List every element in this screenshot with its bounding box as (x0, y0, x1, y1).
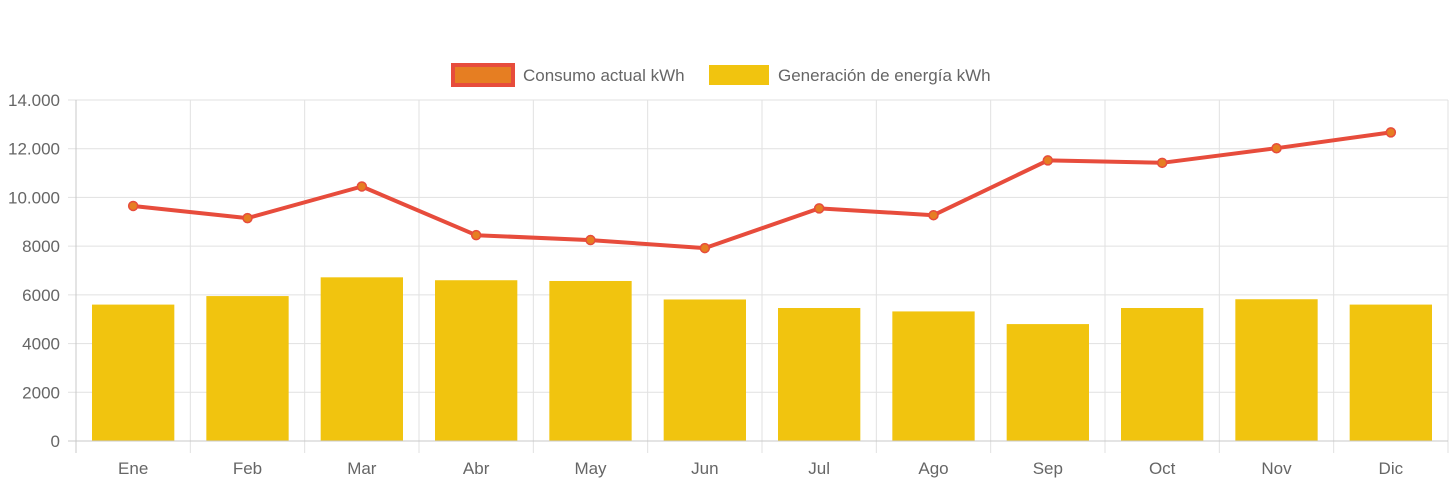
x-tick-label: Jul (808, 459, 830, 478)
x-tick-label: Dic (1379, 459, 1404, 478)
bar-generacion-oct[interactable] (1121, 308, 1204, 441)
legend-label-generacion: Generación de energía kWh (778, 66, 991, 85)
bar-generacion-may[interactable] (549, 280, 632, 441)
x-tick-label: Nov (1261, 459, 1292, 478)
bar-generacion-sep[interactable] (1006, 324, 1089, 441)
legend-item-generacion[interactable]: Generación de energía kWh (709, 65, 991, 85)
point-consumo-jun[interactable] (699, 242, 711, 254)
x-tick-label: Feb (233, 459, 262, 478)
point-consumo-may[interactable] (585, 234, 596, 246)
x-tick-label: Abr (463, 459, 490, 478)
legend-label-consumo: Consumo actual kWh (523, 66, 685, 85)
x-tick-label: Jun (691, 459, 718, 478)
y-tick-label: 12.000 (8, 140, 60, 159)
legend-swatch-generacion (709, 65, 769, 85)
legend-item-consumo[interactable]: Consumo actual kWh (451, 63, 685, 87)
bar-generacion-jul[interactable] (778, 308, 861, 441)
bar-generacion-feb[interactable] (206, 296, 289, 441)
y-tick-label: 6000 (22, 286, 60, 305)
line-consumo (132, 130, 1392, 251)
y-tick-label: 0 (51, 432, 60, 451)
point-consumo-ene[interactable] (127, 200, 139, 212)
point-consumo-jul[interactable] (813, 203, 825, 214)
bar-generacion-abr[interactable] (435, 280, 518, 441)
y-tick-label: 2000 (22, 383, 60, 402)
x-tick-label: May (574, 459, 607, 478)
bar-generacion-ene[interactable] (92, 304, 175, 441)
legend-swatch-consumo (451, 63, 515, 87)
bar-generacion-ago[interactable] (892, 311, 975, 441)
bar-generacion-dic[interactable] (1349, 304, 1432, 441)
x-tick-label: Ene (118, 459, 148, 478)
bar-generacion-mar[interactable] (320, 277, 403, 441)
x-tick-label: Ago (918, 459, 948, 478)
line-points-consumo (127, 127, 1397, 254)
grid-lines (68, 99, 1449, 453)
bar-generacion-nov[interactable] (1235, 299, 1318, 441)
chart-axes (68, 100, 1448, 453)
point-consumo-feb[interactable] (242, 212, 253, 224)
bar-generacion-jun[interactable] (663, 299, 746, 441)
x-tick-label: Mar (347, 459, 377, 478)
point-consumo-mar[interactable] (356, 181, 368, 192)
y-tick-label: 8000 (22, 237, 60, 256)
line-series-consumo (132, 130, 1392, 251)
point-consumo-ago[interactable] (928, 209, 939, 221)
x-tick-label: Oct (1149, 459, 1176, 478)
x-axis-ticks: Ene Feb Mar Abr May Jun Jul Ago Sep Oct Nov Dic (118, 459, 1404, 478)
y-tick-label: 4000 (22, 335, 60, 354)
point-consumo-dic[interactable] (1385, 127, 1397, 138)
x-tick-label: Sep (1033, 459, 1063, 478)
point-consumo-abr[interactable] (470, 229, 482, 241)
bar-series-generacion (92, 277, 1432, 441)
point-consumo-nov[interactable] (1271, 142, 1282, 154)
y-tick-label: 14.000 (8, 91, 60, 110)
y-tick-label: 10.000 (8, 188, 60, 207)
point-consumo-sep[interactable] (1042, 155, 1054, 166)
chart-legend[interactable]: Consumo actual kWh Generación de energía… (451, 63, 991, 87)
y-axis-ticks: 0 2000 4000 6000 8000 10.000 12.000 14.000 (8, 91, 60, 451)
point-consumo-oct[interactable] (1156, 157, 1168, 169)
